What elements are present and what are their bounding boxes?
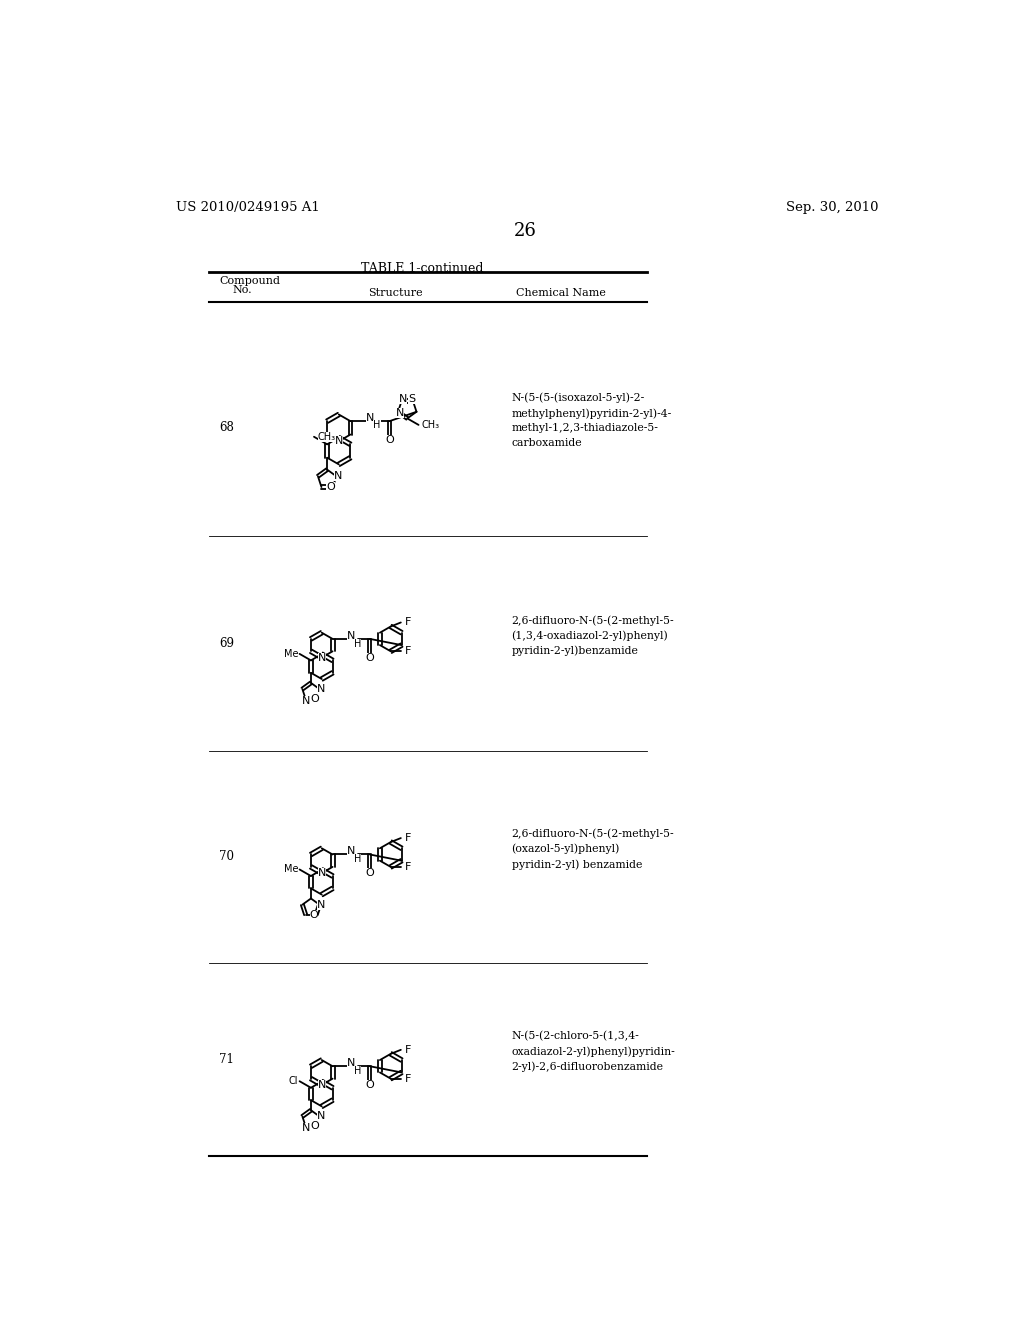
Text: 68: 68 [219,421,234,434]
Text: 2,6-difluoro-N-(5-(2-methyl-5-
(1,3,4-oxadiazol-2-yl)phenyl)
pyridin-2-yl)benzam: 2,6-difluoro-N-(5-(2-methyl-5- (1,3,4-ox… [512,615,674,656]
Text: O: O [309,909,318,920]
Text: H: H [374,420,381,430]
Text: N: N [317,869,326,878]
Text: S: S [408,395,415,404]
Text: H: H [354,639,361,648]
Text: N: N [317,652,326,663]
Text: N: N [346,846,355,857]
Text: CH₃: CH₃ [317,432,336,442]
Text: CH₃: CH₃ [422,420,439,430]
Text: O: O [326,482,335,492]
Text: O: O [385,436,394,445]
Text: N-(5-(2-chloro-5-(1,3,4-
oxadiazol-2-yl)phenyl)pyridin-
2-yl)-2,6-difluorobenzam: N-(5-(2-chloro-5-(1,3,4- oxadiazol-2-yl)… [512,1031,676,1072]
Text: N: N [399,395,408,404]
Text: N: N [335,436,343,446]
Text: N: N [366,413,374,424]
Text: O: O [310,694,319,704]
Text: N: N [301,696,310,706]
Text: N: N [395,408,403,418]
Text: N: N [317,1080,326,1090]
Text: O: O [366,869,374,878]
Text: N: N [316,900,326,909]
Text: F: F [404,862,411,873]
Text: 69: 69 [219,638,234,649]
Text: N: N [334,471,342,482]
Text: N: N [301,1123,310,1133]
Text: N: N [346,1059,355,1068]
Text: O: O [310,1122,319,1131]
Text: 26: 26 [513,222,537,239]
Text: 2,6-difluoro-N-(5-(2-methyl-5-
(oxazol-5-yl)phenyl)
pyridin-2-yl) benzamide: 2,6-difluoro-N-(5-(2-methyl-5- (oxazol-5… [512,829,674,870]
Text: N: N [316,1111,326,1122]
Text: F: F [404,618,411,627]
Text: H: H [354,854,361,865]
Text: Sep. 30, 2010: Sep. 30, 2010 [785,201,879,214]
Text: US 2010/0249195 A1: US 2010/0249195 A1 [176,201,319,214]
Text: Me: Me [284,649,298,659]
Text: TABLE 1-continued: TABLE 1-continued [361,263,483,276]
Text: 71: 71 [219,1053,234,1065]
Text: F: F [404,833,411,843]
Text: H: H [354,1065,361,1076]
Text: N: N [316,684,326,694]
Text: F: F [404,1045,411,1055]
Text: 70: 70 [219,850,234,863]
Text: Compound: Compound [219,276,281,286]
Text: O: O [366,1080,374,1090]
Text: No.: No. [232,285,252,296]
Text: Chemical Name: Chemical Name [515,288,605,298]
Text: Cl: Cl [289,1076,298,1086]
Text: Structure: Structure [368,288,423,298]
Text: N-(5-(5-(isoxazol-5-yl)-2-
methylphenyl)pyridin-2-yl)-4-
methyl-1,2,3-thiadiazol: N-(5-(5-(isoxazol-5-yl)-2- methylphenyl)… [512,393,672,447]
Text: O: O [366,653,374,663]
Text: F: F [404,1073,411,1084]
Text: N: N [346,631,355,640]
Text: F: F [404,647,411,656]
Text: Me: Me [284,865,298,874]
